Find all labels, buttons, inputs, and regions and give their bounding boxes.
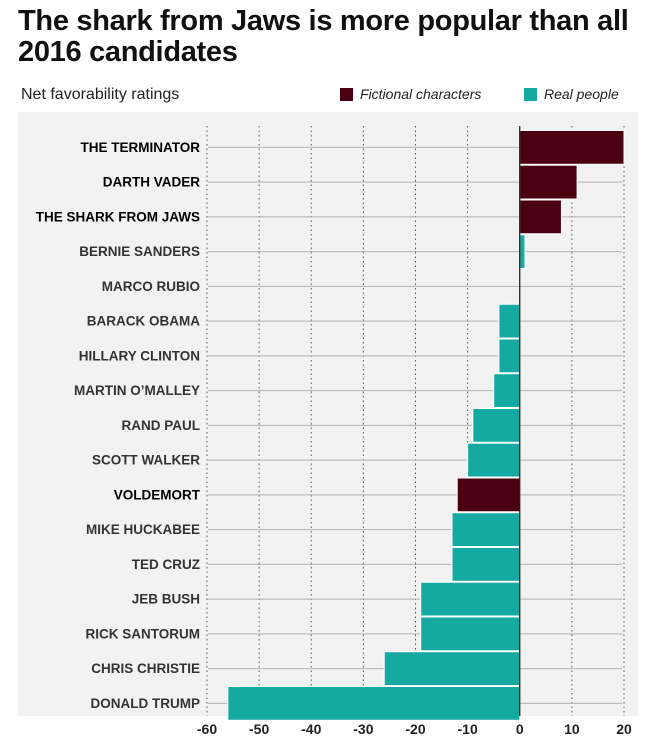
category-label: SCOTT WALKER (92, 453, 200, 468)
bar (519, 130, 625, 165)
category-label: MARTIN O’MALLEY (74, 383, 200, 398)
bar (383, 651, 521, 686)
category-label: BARACK OBAMA (87, 314, 200, 329)
category-label: HILLARY CLINTON (79, 348, 200, 363)
x-tick-label: -10 (458, 721, 478, 737)
bar (493, 373, 521, 408)
chart-title: The shark from Jaws is more popular than… (18, 5, 629, 68)
x-tick-label: -30 (353, 721, 373, 737)
bar (467, 442, 521, 478)
legend-item-fictional: Fictional characters (340, 86, 481, 102)
bar (227, 686, 521, 721)
x-tick-label: 20 (616, 721, 632, 737)
legend-item-real: Real people (524, 86, 619, 102)
bar (472, 408, 521, 443)
category-label: BERNIE SANDERS (79, 244, 200, 259)
x-tick-label: -40 (301, 721, 321, 737)
bar (451, 512, 521, 547)
chart-subtitle: Net favorability ratings (21, 86, 180, 103)
category-label: MIKE HUCKABEE (86, 522, 200, 537)
category-label: RAND PAUL (122, 418, 201, 433)
bar (519, 164, 578, 200)
legend-label-fictional: Fictional characters (360, 86, 482, 102)
category-label: MARCO RUBIO (102, 279, 200, 294)
bar (498, 338, 521, 374)
category-label: TED CRUZ (132, 557, 200, 572)
bar (420, 581, 521, 617)
category-label: DARTH VADER (103, 175, 200, 190)
x-tick-label: -50 (249, 721, 269, 737)
category-label: JEB BUSH (132, 592, 200, 607)
bar (456, 477, 521, 513)
category-label: CHRIS CHRISTIE (91, 661, 200, 676)
bar (498, 303, 521, 339)
legend-swatch-fictional (340, 87, 353, 101)
x-tick-label: -60 (197, 721, 217, 737)
category-label: THE TERMINATOR (81, 140, 201, 155)
category-label: RICK SANTORUM (86, 626, 201, 641)
bar (420, 616, 521, 652)
bar (519, 199, 562, 235)
legend-label-real: Real people (544, 86, 619, 102)
category-label: THE SHARK FROM JAWS (36, 209, 200, 224)
category-label: VOLDEMORT (114, 487, 201, 502)
bar (451, 547, 521, 582)
x-tick-label: 10 (564, 721, 580, 737)
x-tick-label: 0 (516, 721, 524, 737)
x-tick-label: -20 (405, 721, 425, 737)
bar (519, 234, 526, 269)
category-label: DONALD TRUMP (91, 696, 201, 711)
legend-swatch-real (524, 87, 537, 101)
